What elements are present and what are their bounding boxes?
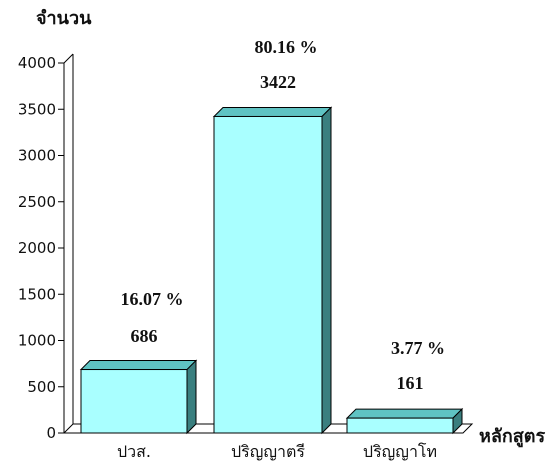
y-tick-label: 2000 xyxy=(18,239,56,257)
y-tick-label: 3500 xyxy=(18,100,56,118)
bar-side xyxy=(186,359,197,435)
y-tick-label: 0 xyxy=(46,424,56,442)
value-label: 161 xyxy=(397,373,424,393)
categories: ปวส. ปริญญาตรี ปริญญาโท xyxy=(117,442,437,461)
category-label: ปริญญาตรี xyxy=(231,442,305,461)
x-axis-title: หลักสูตร xyxy=(479,426,545,448)
labels: 16.07 % 686 80.16 % 3422 3.77 % 161 xyxy=(121,37,446,393)
y-tick-label: 500 xyxy=(27,378,56,396)
bar-front xyxy=(346,417,454,434)
y-axis-depth-top xyxy=(63,53,74,64)
y-tick-label: 3000 xyxy=(18,147,56,165)
percent-label: 16.07 % xyxy=(121,289,184,309)
y-ticks: 0 500 1000 1500 2000 2500 3000 3500 4000 xyxy=(18,54,64,442)
category-label: ปริญญาโท xyxy=(363,442,437,461)
bar-top xyxy=(79,360,198,371)
y-tick-label: 1500 xyxy=(18,285,56,303)
y-tick-label: 4000 xyxy=(18,54,56,72)
value-label: 686 xyxy=(131,326,158,346)
value-label: 3422 xyxy=(260,72,296,92)
percent-label: 80.16 % xyxy=(255,37,318,57)
y-tick-label: 1000 xyxy=(18,332,56,350)
bar-top xyxy=(212,106,333,117)
category-label: ปวส. xyxy=(117,442,151,461)
y-tick-label: 2500 xyxy=(18,193,56,211)
bars xyxy=(79,106,464,435)
bar-front xyxy=(213,115,323,434)
bar-top xyxy=(345,408,464,419)
percent-label: 3.77 % xyxy=(391,338,445,358)
bar-side xyxy=(321,106,332,435)
bar-front xyxy=(80,369,188,434)
y-axis-title: จำนวน xyxy=(36,8,92,28)
